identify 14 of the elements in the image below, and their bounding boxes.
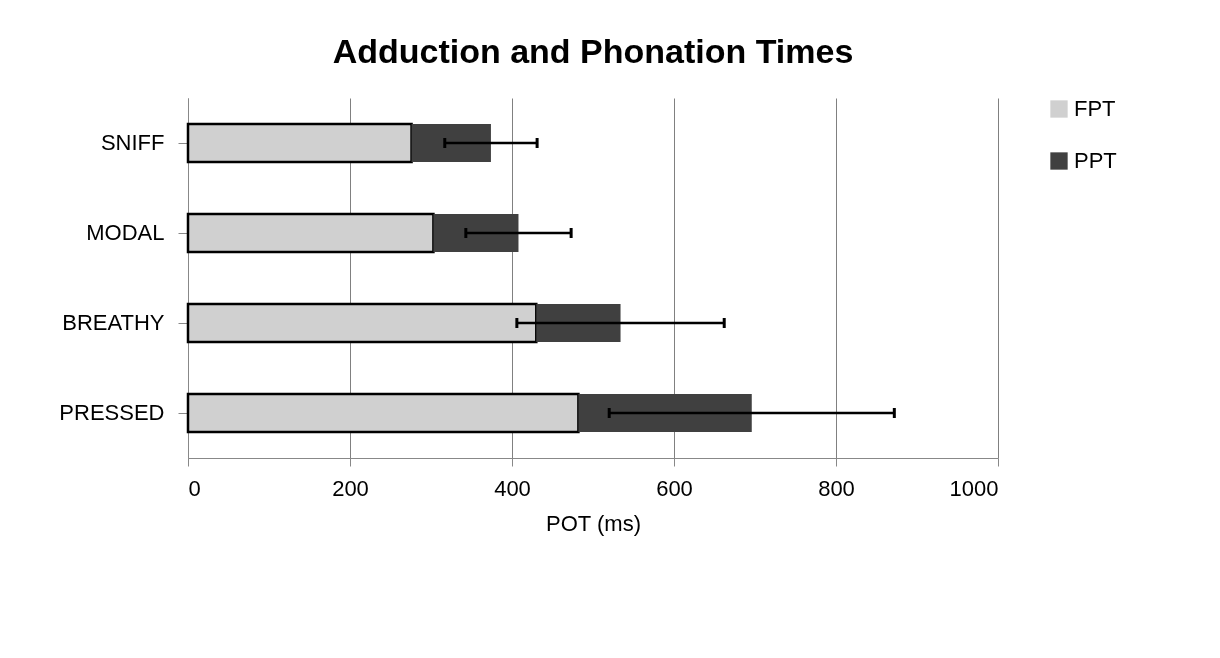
x-tick-label: 1000	[949, 475, 999, 501]
x-tick-label: 200	[332, 475, 369, 501]
legend-label: FPT	[1074, 96, 1116, 121]
y-tick-label: MODAL	[86, 220, 165, 245]
x-axis-title: POT (ms)	[546, 510, 641, 536]
y-tick-label: PRESSED	[59, 400, 165, 425]
y-tick-label: SNIFF	[100, 130, 165, 155]
y-tick-label: BREATHY	[62, 310, 165, 335]
x-tick-label: 0	[188, 475, 201, 501]
x-tick-label: 400	[494, 475, 531, 501]
x-tick-label: 800	[818, 475, 855, 501]
chart-title: Adduction and Phonation Times	[332, 32, 854, 70]
x-tick-label: 600	[656, 475, 693, 501]
legend-label: PPT	[1074, 148, 1117, 173]
